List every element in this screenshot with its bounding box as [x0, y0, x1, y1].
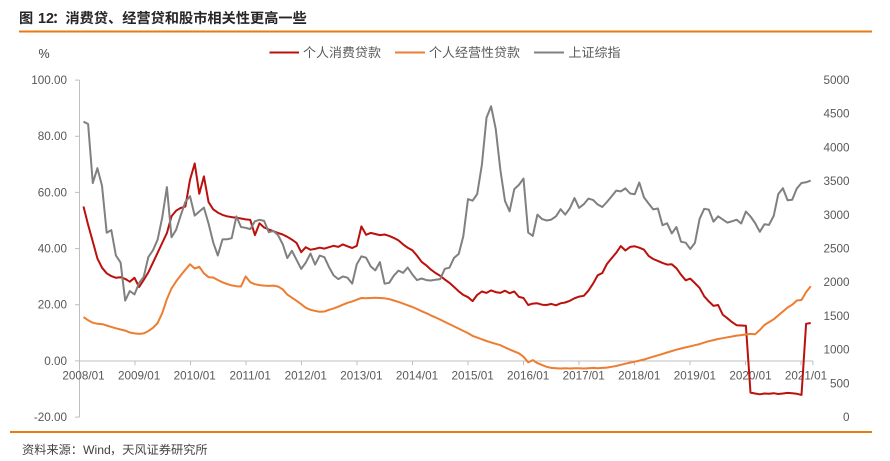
svg-text:0.00: 0.00 [44, 355, 67, 368]
svg-text:2018/01: 2018/01 [618, 370, 660, 383]
svg-text:-20.00: -20.00 [34, 411, 68, 424]
svg-text:2019/01: 2019/01 [674, 370, 716, 383]
svg-text:2016/01: 2016/01 [507, 370, 549, 383]
svg-text:80.00: 80.00 [38, 130, 68, 143]
svg-text:2013/01: 2013/01 [340, 370, 382, 383]
svg-text:Wind: Wind [83, 443, 111, 457]
svg-text:2014/01: 2014/01 [396, 370, 438, 383]
svg-text:2017/01: 2017/01 [563, 370, 605, 383]
svg-text:12: 12 [38, 11, 54, 27]
svg-text:%: % [39, 47, 50, 61]
svg-text:500: 500 [830, 377, 850, 390]
svg-text:100.00: 100.00 [31, 74, 67, 87]
svg-text:20.00: 20.00 [38, 299, 68, 312]
svg-text:2015/01: 2015/01 [451, 370, 493, 383]
svg-text:2011/01: 2011/01 [230, 370, 271, 383]
svg-text:5000: 5000 [823, 74, 850, 87]
svg-text:4000: 4000 [823, 141, 850, 154]
svg-text:3000: 3000 [823, 209, 850, 222]
svg-text:60.00: 60.00 [38, 186, 68, 199]
svg-text:3500: 3500 [823, 175, 850, 188]
svg-text:4500: 4500 [823, 108, 850, 121]
svg-text:2012/01: 2012/01 [285, 370, 327, 383]
svg-text:40.00: 40.00 [38, 243, 68, 256]
svg-text:2020/01: 2020/01 [729, 370, 771, 383]
svg-text:2009/01: 2009/01 [118, 370, 160, 383]
svg-text:2500: 2500 [823, 243, 850, 256]
svg-text:2021/01: 2021/01 [785, 370, 827, 383]
svg-text:0: 0 [843, 411, 850, 424]
svg-text:1000: 1000 [823, 344, 850, 357]
svg-text:2008/01: 2008/01 [62, 370, 104, 383]
svg-text:1500: 1500 [823, 310, 850, 323]
svg-text:2010/01: 2010/01 [174, 370, 216, 383]
svg-text:2000: 2000 [823, 276, 850, 289]
